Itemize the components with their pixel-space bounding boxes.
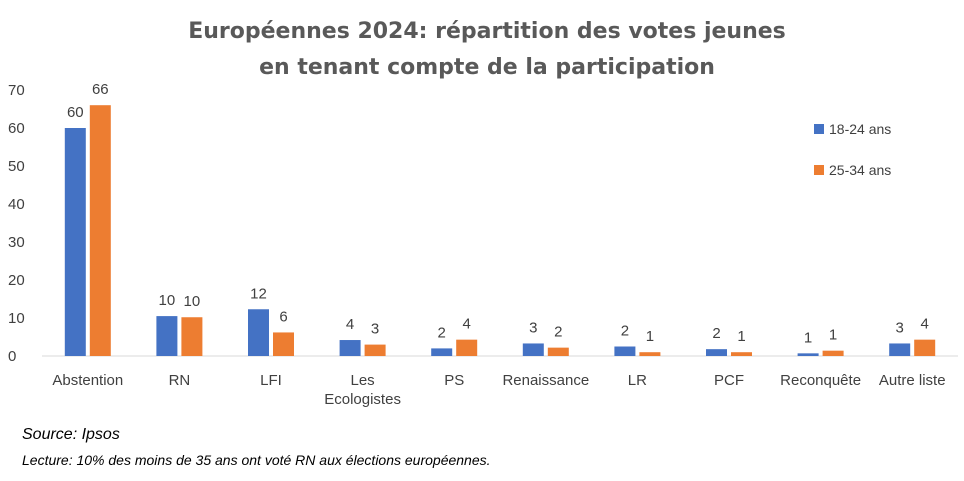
category-label: PCF xyxy=(714,372,744,389)
bar-25-34-1 xyxy=(181,317,203,356)
data-label: 60 xyxy=(67,104,84,121)
category-label: Autre liste xyxy=(879,372,946,389)
data-label: 3 xyxy=(896,319,904,336)
source-note: Source: Ipsos xyxy=(22,426,120,443)
category-label: Renaissance xyxy=(502,372,589,389)
category-label-line: Renaissance xyxy=(502,372,589,389)
category-label-line: Ecologistes xyxy=(324,391,401,408)
data-label: 2 xyxy=(621,323,629,340)
category-label-line: Autre liste xyxy=(879,372,946,389)
category-label: Abstention xyxy=(52,372,123,389)
bar-18-24-4 xyxy=(431,348,453,356)
data-label: 1 xyxy=(804,329,812,346)
data-label: 3 xyxy=(529,319,537,336)
chart-title-line-2: en tenant compte de la participation xyxy=(259,55,715,80)
y-tick-label: 70 xyxy=(8,82,25,99)
category-label: PS xyxy=(444,372,464,389)
bar-18-24-1 xyxy=(156,316,178,356)
data-label: 3 xyxy=(371,321,379,338)
data-label: 2 xyxy=(438,324,446,341)
y-tick-label: 30 xyxy=(8,234,25,251)
bar-18-24-0 xyxy=(64,128,86,356)
data-label: 10 xyxy=(159,292,176,309)
legend-label: 18-24 ans xyxy=(829,121,891,137)
data-label: 1 xyxy=(829,327,837,344)
category-label-line: LR xyxy=(628,372,647,389)
data-label: 4 xyxy=(921,316,929,333)
bar-18-24-8 xyxy=(797,353,819,356)
legend-swatch xyxy=(814,124,824,134)
category-label-line: Les xyxy=(351,372,375,389)
data-label: 1 xyxy=(646,328,654,345)
y-tick-label: 20 xyxy=(8,272,25,289)
data-label: 2 xyxy=(554,324,562,341)
bar-18-24-9 xyxy=(889,343,911,356)
bar-18-24-3 xyxy=(339,340,361,356)
data-label: 2 xyxy=(712,325,720,342)
y-tick-label: 10 xyxy=(8,310,25,327)
category-label-line: PS xyxy=(444,372,464,389)
bar-25-34-4 xyxy=(456,339,478,356)
bar-25-34-6 xyxy=(639,352,661,356)
data-label: 10 xyxy=(184,293,201,310)
data-label: 4 xyxy=(346,316,354,333)
bar-18-24-5 xyxy=(522,343,544,356)
data-label: 4 xyxy=(463,316,471,333)
legend-label: 25-34 ans xyxy=(829,162,891,178)
reading-note: Lecture: 10% des moins de 35 ans ont vot… xyxy=(22,452,491,468)
category-label: Reconquête xyxy=(780,372,861,389)
bars xyxy=(64,105,936,356)
y-axis: 0 10 20 30 40 50 60 70 xyxy=(8,82,25,365)
y-tick-label: 60 xyxy=(8,120,25,137)
y-tick-label: 50 xyxy=(8,158,25,175)
legend-swatch xyxy=(814,165,824,175)
bar-18-24-2 xyxy=(248,309,269,356)
category-label-line: RN xyxy=(169,372,191,389)
category-label: LR xyxy=(628,372,647,389)
bar-25-34-5 xyxy=(547,347,569,356)
category-label-line: Abstention xyxy=(52,372,123,389)
x-axis-categories: Abstention RN LFI Les Ecologistes PS Renaissan… xyxy=(52,372,945,408)
data-label: 66 xyxy=(92,81,109,98)
data-label: 6 xyxy=(279,308,287,325)
data-label: 12 xyxy=(250,285,267,302)
category-label-line: Reconquête xyxy=(780,372,861,389)
bar-25-34-0 xyxy=(89,105,111,356)
y-tick-label: 40 xyxy=(8,196,25,213)
legend: 18-24 ans 25-34 ans xyxy=(814,121,891,178)
category-label: Les Ecologistes xyxy=(324,372,401,408)
bar-25-34-7 xyxy=(731,352,752,356)
category-label-line: PCF xyxy=(714,372,744,389)
category-label: LFI xyxy=(260,372,282,389)
y-tick-label: 0 xyxy=(8,348,16,365)
bar-25-34-2 xyxy=(273,332,294,356)
category-label-line: LFI xyxy=(260,372,282,389)
category-label: RN xyxy=(169,372,191,389)
bar-18-24-6 xyxy=(614,346,636,356)
bar-25-34-9 xyxy=(914,339,936,356)
bar-18-24-7 xyxy=(706,349,727,356)
bar-25-34-3 xyxy=(364,344,386,356)
bar-25-34-8 xyxy=(822,350,844,356)
chart-title-line-1: Européennes 2024: répartition des votes … xyxy=(188,19,786,44)
data-label: 1 xyxy=(737,328,745,345)
bar-chart: Européennes 2024: répartition des votes … xyxy=(8,19,958,408)
